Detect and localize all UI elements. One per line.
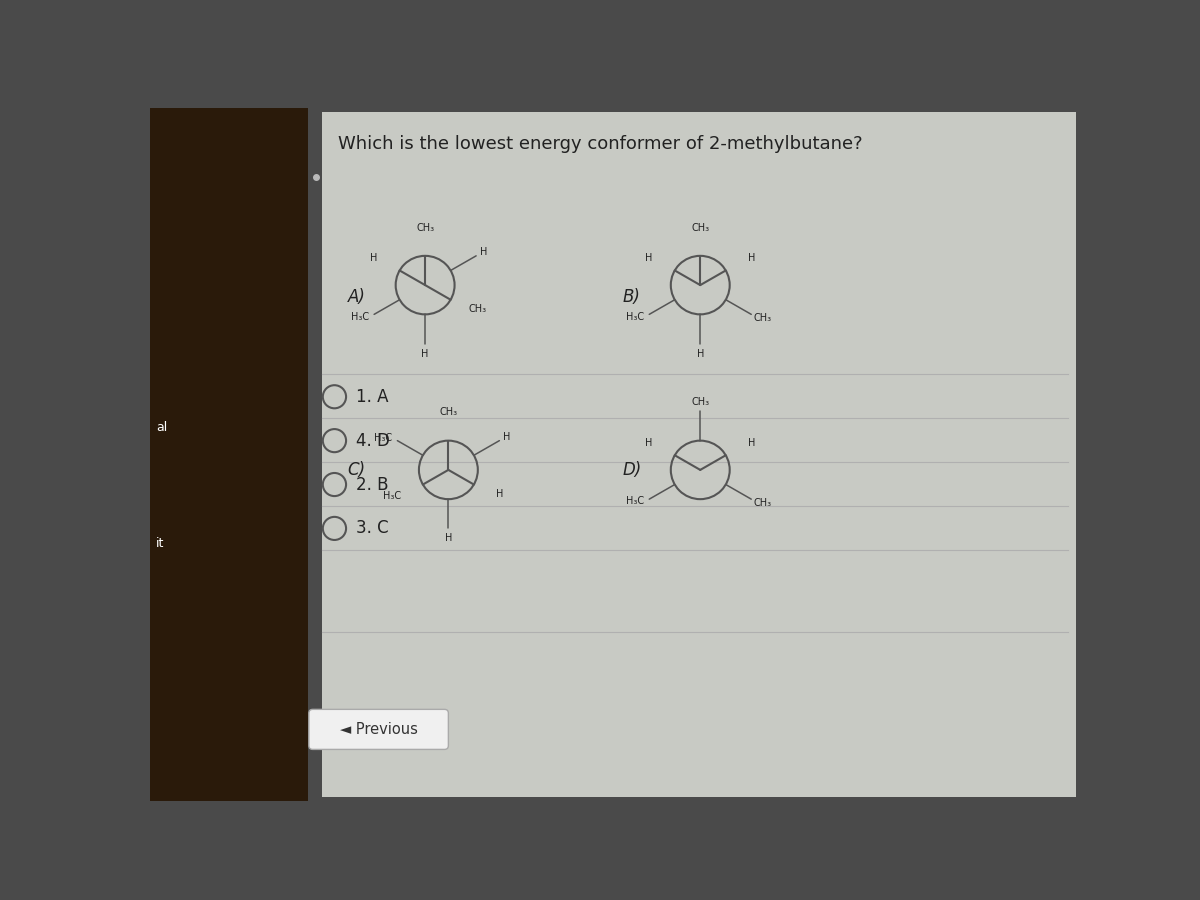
Text: D): D) (623, 461, 642, 479)
Text: C): C) (348, 461, 366, 479)
Text: H₃C: H₃C (383, 491, 402, 501)
Text: H: H (646, 253, 653, 263)
Bar (150, 108, 308, 801)
Text: 1. A: 1. A (356, 388, 389, 406)
Text: H: H (496, 489, 504, 499)
Text: 2. B: 2. B (356, 475, 389, 493)
Text: H: H (480, 247, 487, 257)
Text: CH₃: CH₃ (754, 498, 772, 508)
Text: 4. D: 4. D (356, 432, 390, 450)
Text: H₃C: H₃C (626, 497, 644, 507)
Text: H: H (646, 437, 653, 447)
Text: al: al (156, 421, 168, 434)
Bar (322, 112, 1076, 797)
Text: it: it (156, 536, 164, 550)
Text: CH₃: CH₃ (754, 313, 772, 323)
Text: H₃C: H₃C (352, 311, 370, 321)
Text: H₃C: H₃C (626, 311, 644, 321)
Text: A): A) (348, 288, 366, 306)
Text: CH₃: CH₃ (439, 408, 457, 418)
Text: 3. C: 3. C (356, 519, 389, 537)
Text: CH₃: CH₃ (416, 222, 434, 232)
Text: CH₃: CH₃ (469, 304, 487, 314)
Text: B): B) (623, 288, 641, 306)
Text: Which is the lowest energy conformer of 2-methylbutane?: Which is the lowest energy conformer of … (337, 135, 862, 153)
Text: H: H (445, 534, 452, 544)
Text: ◄ Previous: ◄ Previous (340, 722, 418, 737)
Text: H₃C: H₃C (374, 433, 392, 443)
Text: H: H (504, 432, 511, 442)
Text: CH₃: CH₃ (691, 397, 709, 407)
Text: H: H (748, 437, 755, 447)
Text: H: H (421, 348, 428, 358)
Text: H: H (748, 253, 755, 263)
Text: H: H (696, 348, 704, 358)
Text: H: H (370, 253, 378, 263)
Text: CH₃: CH₃ (691, 222, 709, 232)
FancyBboxPatch shape (308, 709, 449, 750)
